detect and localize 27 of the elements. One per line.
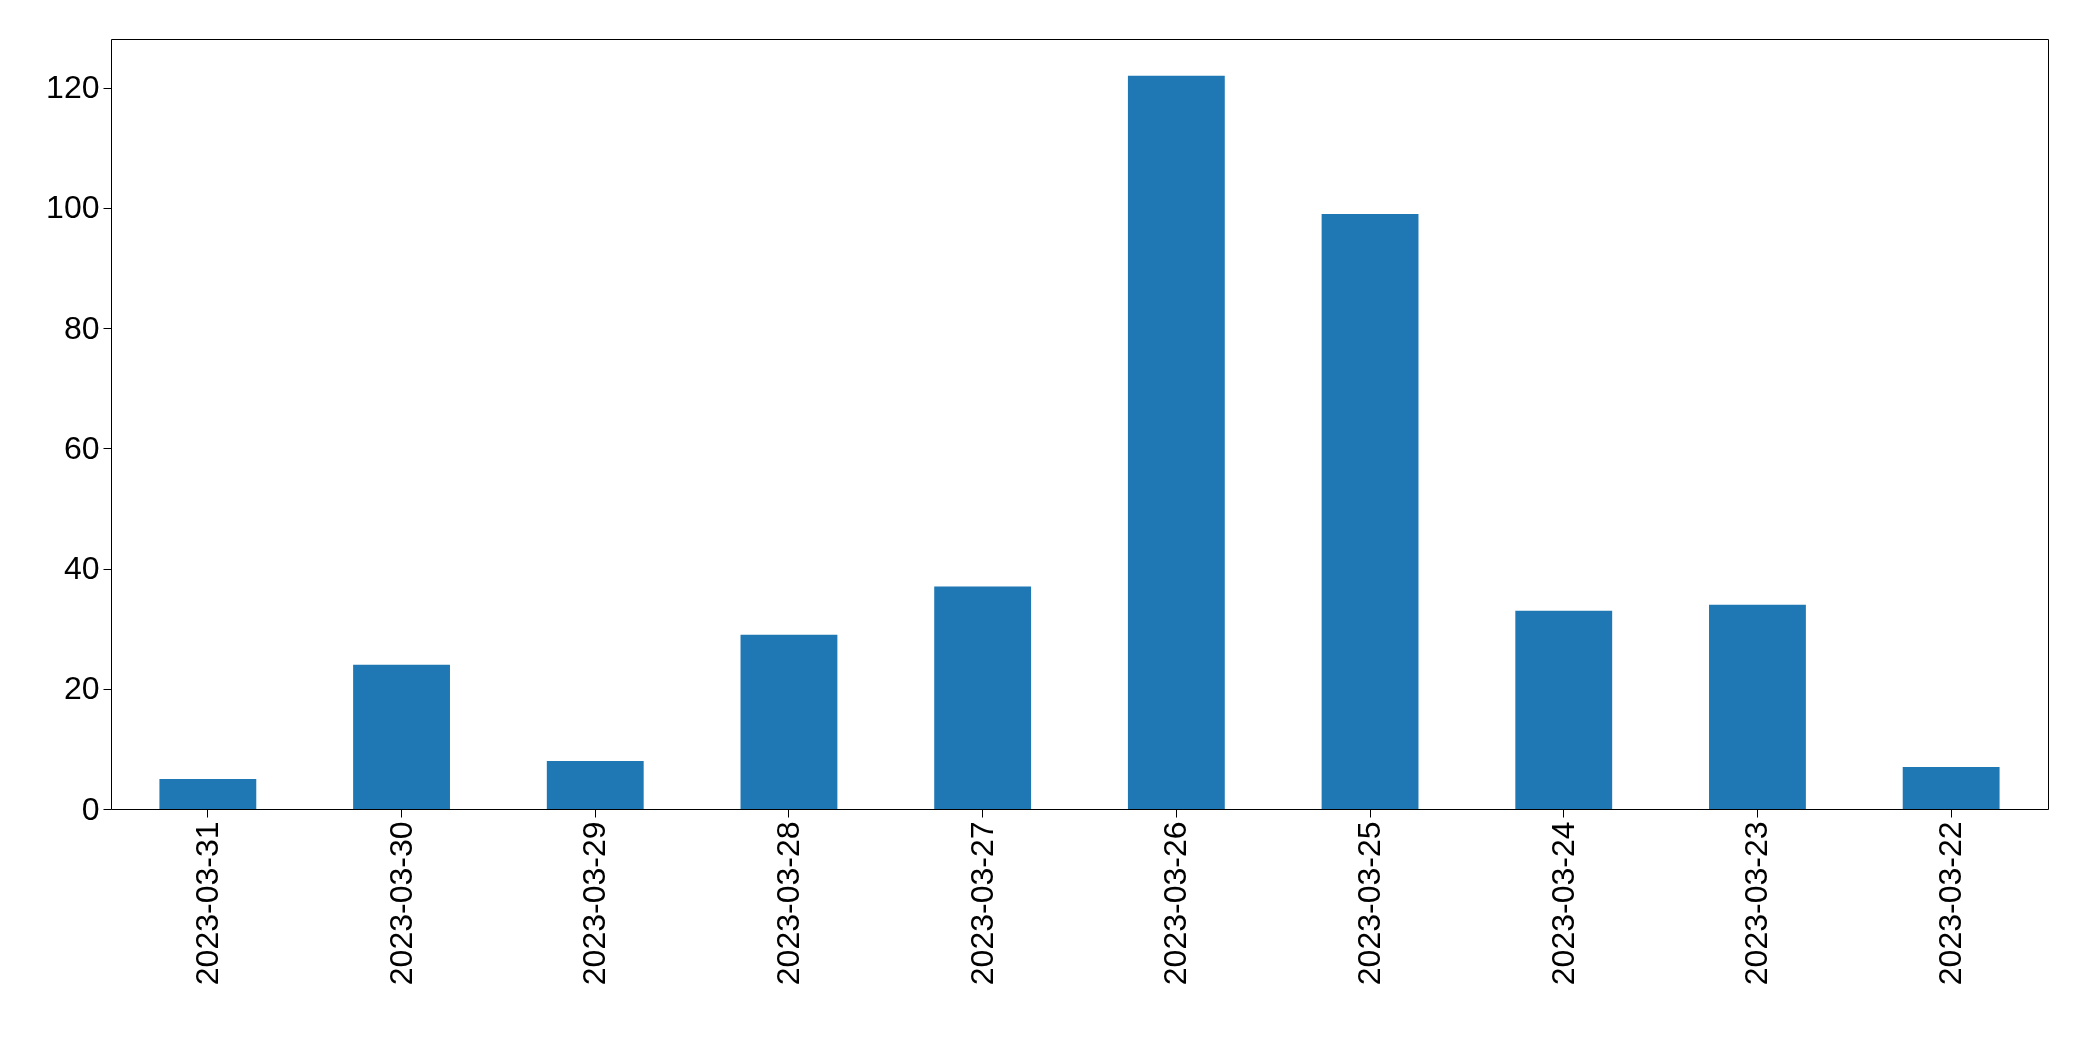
x-tick-label: 2023-03-28 <box>769 821 806 986</box>
bar <box>159 778 257 809</box>
y-tick-label: 40 <box>63 550 100 587</box>
bar <box>1902 766 2000 809</box>
x-tick-label: 2023-03-23 <box>1738 821 1775 986</box>
y-tick-label: 100 <box>46 189 100 226</box>
y-tick-label: 60 <box>63 429 100 466</box>
y-tick-label: 120 <box>46 69 100 106</box>
y-tick-label: 80 <box>63 309 100 346</box>
y-tick-label: 0 <box>81 790 100 827</box>
x-tick-label: 2023-03-31 <box>188 821 225 986</box>
x-tick-label: 2023-03-29 <box>576 821 613 986</box>
x-tick-label: 2023-03-26 <box>1157 821 1194 986</box>
bar <box>740 634 838 809</box>
x-tick-label: 2023-03-27 <box>963 821 1000 986</box>
x-tick-label: 2023-03-25 <box>1351 821 1388 986</box>
bar <box>1321 213 1419 809</box>
bar <box>1515 610 1613 809</box>
x-tick-label: 2023-03-22 <box>1932 821 1969 986</box>
bar <box>934 586 1032 809</box>
bar <box>546 760 644 809</box>
bar <box>353 664 450 809</box>
y-tick-label: 20 <box>63 670 100 707</box>
x-tick-label: 2023-03-24 <box>1544 821 1581 986</box>
x-tick-label: 2023-03-30 <box>382 821 419 986</box>
bar <box>1709 604 1806 809</box>
bar <box>1127 75 1225 809</box>
